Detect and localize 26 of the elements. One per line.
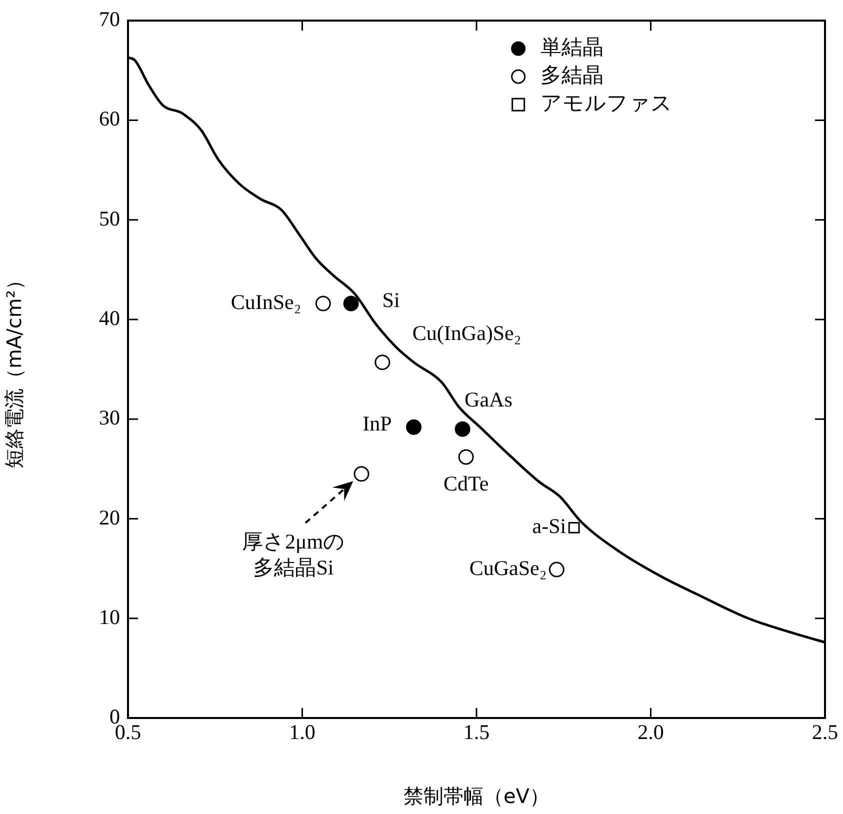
annotation: a-Si [532, 514, 566, 538]
y-tick-label: 60 [99, 106, 120, 131]
annotation: InP [362, 412, 392, 436]
y-tick-label: 70 [99, 7, 120, 32]
annotation: 厚さ2μmの [242, 529, 346, 554]
y-tick-label: 30 [99, 406, 120, 430]
annotation: GaAs [464, 388, 512, 412]
annotation: CuInSe₂ [230, 290, 302, 314]
legend-label: アモルファス [540, 91, 672, 116]
x-tick-label: 1.5 [463, 720, 490, 744]
y-tick-label: 20 [99, 505, 120, 530]
legend-label: 単結晶 [540, 35, 604, 60]
y-tick-label: 10 [99, 604, 120, 629]
annotation: Cu(InGa)Se₂ [412, 320, 522, 345]
x-tick-label: 2.5 [812, 720, 838, 744]
annotation: 多結晶Si [253, 555, 334, 580]
y-tick-label: 50 [99, 206, 120, 230]
annotation: Si [382, 288, 400, 312]
x-tick-label: 2.0 [638, 720, 664, 744]
x-tick-label: 1.0 [289, 720, 316, 744]
x-axis-title: 禁制帯幅（eV） [404, 784, 550, 808]
y-axis-title: 短絡電流（mA/cm²） [2, 270, 26, 469]
legend-label: 多結晶 [540, 63, 604, 88]
y-tick-label: 40 [99, 306, 120, 330]
annotation: CdTe [443, 471, 489, 496]
annotation: CuGaSe₂ [469, 556, 547, 580]
